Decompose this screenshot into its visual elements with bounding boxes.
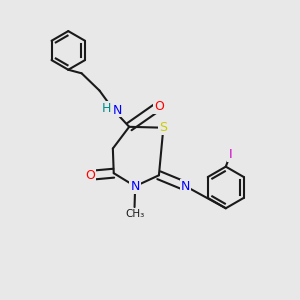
Text: O: O [85, 169, 95, 182]
Text: N: N [112, 104, 122, 117]
Text: CH₃: CH₃ [125, 208, 144, 219]
Text: O: O [154, 100, 164, 112]
Text: I: I [228, 148, 232, 161]
Text: S: S [159, 121, 167, 134]
Text: H: H [102, 102, 111, 115]
Text: N: N [181, 180, 190, 193]
Text: N: N [130, 180, 140, 193]
